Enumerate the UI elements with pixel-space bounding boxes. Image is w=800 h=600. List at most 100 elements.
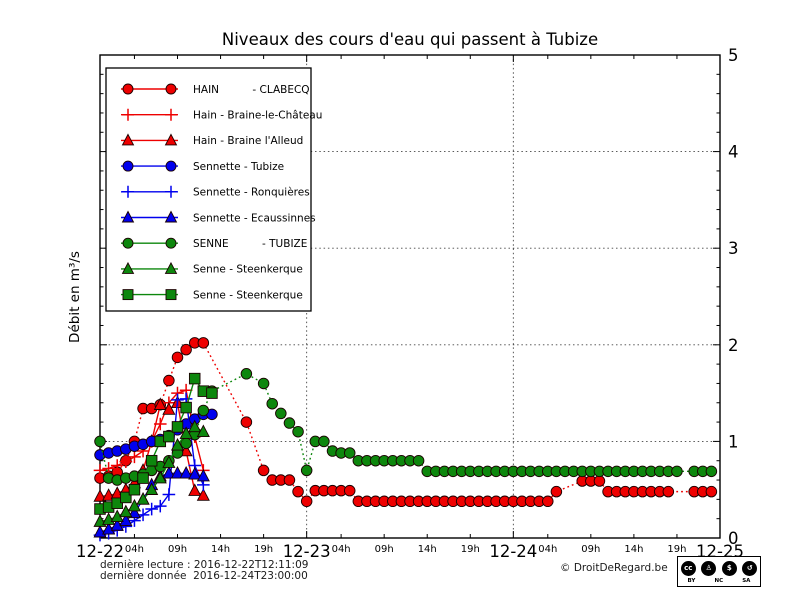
x-hour-label: 09h bbox=[168, 544, 187, 555]
x-hour-label: 19h bbox=[667, 544, 686, 555]
marker-square bbox=[188, 372, 201, 385]
marker-triangle bbox=[153, 397, 167, 410]
marker-circle bbox=[122, 237, 134, 249]
cc-sa-icon: ↺ bbox=[742, 560, 758, 576]
marker-triangle bbox=[121, 133, 135, 146]
marker-circle bbox=[171, 351, 184, 364]
marker-triangle bbox=[170, 437, 185, 451]
marker-circle bbox=[165, 160, 177, 172]
x-day-label-12-22: 12-22 bbox=[76, 542, 124, 561]
marker-square bbox=[165, 289, 177, 301]
cc-logo-icon: cc bbox=[680, 560, 696, 576]
marker-square bbox=[180, 401, 192, 414]
marker-triangle bbox=[188, 466, 202, 480]
legend-label: Sennette - Ecaussinnes bbox=[193, 212, 316, 224]
marker-square bbox=[163, 430, 175, 443]
x-day-label-12-24: 12-24 bbox=[489, 542, 537, 561]
marker-triangle bbox=[162, 466, 176, 479]
x-hour-label: 14h bbox=[418, 544, 437, 555]
series-7 bbox=[93, 419, 210, 527]
marker-triangle bbox=[145, 482, 159, 495]
cc-nc-label: NC bbox=[714, 578, 724, 584]
marker-plus bbox=[128, 450, 141, 464]
y-axis-label: Débit en m³/s bbox=[67, 251, 83, 343]
cc-icons-row: cc ♙ $ ↺ bbox=[678, 558, 760, 578]
y-tick-label-2: 2 bbox=[728, 336, 739, 355]
marker-triangle bbox=[127, 498, 141, 512]
y-tick-label-5: 5 bbox=[728, 46, 739, 65]
marker-circle bbox=[550, 485, 563, 498]
marker-plus bbox=[153, 499, 167, 513]
marker-circle bbox=[165, 83, 177, 95]
legend: HAIN - CLABECQ Hain - Braine-le-Château Ha… bbox=[105, 67, 322, 312]
series-8 bbox=[94, 372, 218, 515]
marker-circle bbox=[300, 464, 313, 477]
creative-commons-badge: cc ♙ $ ↺ BY NC SA bbox=[677, 556, 761, 587]
marker-triangle bbox=[170, 466, 185, 479]
marker-triangle bbox=[196, 424, 210, 437]
marker-plus bbox=[162, 488, 176, 501]
marker-circle bbox=[292, 485, 304, 498]
marker-circle bbox=[705, 465, 718, 478]
marker-circle bbox=[300, 495, 313, 508]
marker-triangle bbox=[102, 522, 116, 535]
x-hour-label: 04h bbox=[125, 544, 144, 555]
series-0 bbox=[94, 337, 718, 508]
marker-square bbox=[137, 472, 149, 484]
marker-square bbox=[128, 483, 141, 496]
marker-circle bbox=[542, 495, 554, 508]
cc-by-icon: ♙ bbox=[701, 560, 717, 576]
marker-triangle bbox=[164, 261, 178, 274]
marker-circle bbox=[283, 417, 296, 429]
x-hour-label: 19h bbox=[254, 544, 273, 555]
marker-square bbox=[120, 491, 132, 504]
y-tick-label-1: 1 bbox=[728, 432, 739, 451]
marker-circle bbox=[122, 160, 134, 172]
marker-circle bbox=[180, 343, 192, 356]
legend-item-8: Senne - Steenkerque bbox=[121, 289, 303, 301]
marker-triangle bbox=[196, 468, 210, 482]
y-tick-label-4: 4 bbox=[728, 143, 739, 162]
last-reading-text: dernière lecture : 2016-12-22T12:11:09 bbox=[100, 559, 309, 571]
chart-title: Niveaux des cours d'eau qui passent à Tu… bbox=[222, 30, 598, 49]
marker-triangle bbox=[188, 419, 202, 433]
marker-square bbox=[171, 421, 184, 433]
marker-circle bbox=[94, 435, 106, 448]
x-hour-label: 09h bbox=[375, 544, 394, 555]
legend-box bbox=[105, 67, 312, 312]
legend-label: SENNE - TUBIZE bbox=[193, 238, 307, 250]
marker-circle bbox=[343, 447, 356, 459]
marker-circle bbox=[662, 485, 675, 498]
marker-circle bbox=[197, 337, 210, 349]
marker-circle bbox=[275, 407, 287, 420]
marker-triangle bbox=[179, 426, 193, 439]
legend-label: Hain - Braine l'Alleud bbox=[193, 135, 303, 147]
marker-circle bbox=[240, 416, 253, 428]
marker-circle bbox=[163, 374, 175, 387]
marker-triangle bbox=[164, 133, 178, 146]
y-tick-label-3: 3 bbox=[728, 239, 739, 258]
legend-item-0: HAIN - CLABECQ bbox=[121, 83, 310, 96]
marker-circle bbox=[257, 464, 270, 477]
legend-label: Hain - Braine-le-Château bbox=[193, 110, 322, 122]
marker-plus bbox=[171, 393, 184, 407]
legend-label: Senne - Steenkerque bbox=[193, 289, 303, 301]
legend-item-4: Sennette - Ronquières bbox=[121, 185, 310, 199]
marker-triangle bbox=[153, 470, 167, 484]
axis-ticks bbox=[99, 54, 721, 539]
marker-circle bbox=[240, 368, 253, 380]
marker-circle bbox=[412, 454, 425, 467]
copyright-text: © DroitDeRegard.be bbox=[560, 562, 668, 574]
marker-triangle bbox=[162, 402, 176, 415]
legend-label: HAIN - CLABECQ bbox=[193, 84, 310, 96]
legend-label: Sennette - Tubize bbox=[193, 161, 284, 173]
marker-triangle bbox=[164, 210, 178, 223]
x-hour-label: 14h bbox=[624, 544, 643, 555]
legend-item-5: Sennette - Ecaussinnes bbox=[121, 210, 316, 224]
marker-triangle bbox=[121, 210, 135, 223]
y-tick-label-0: 0 bbox=[728, 529, 739, 548]
marker-plus bbox=[110, 459, 124, 472]
legend-item-6: SENNE - TUBIZE bbox=[121, 237, 307, 250]
